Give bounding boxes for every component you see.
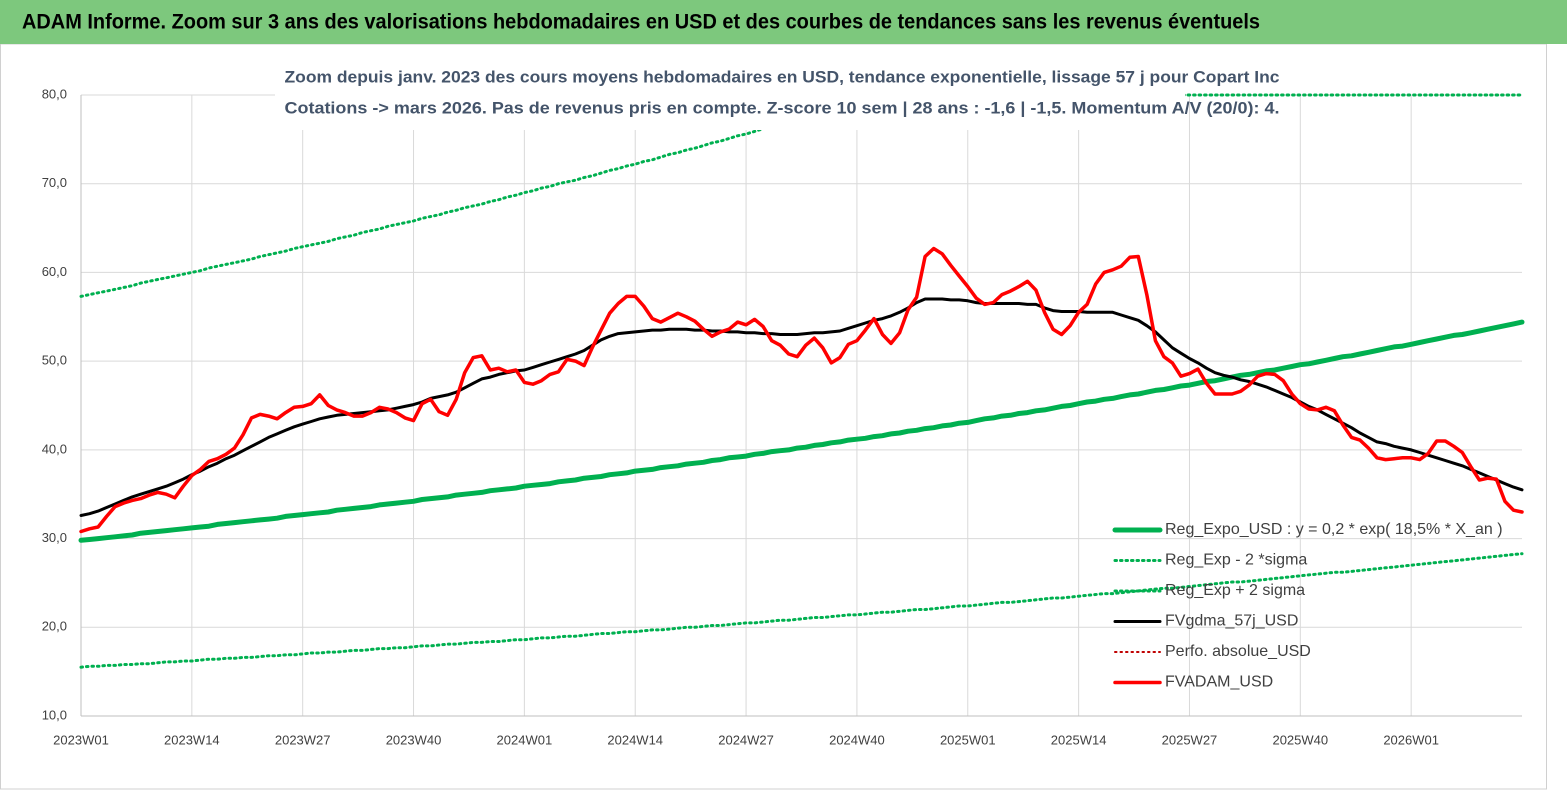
y-tick-label: 60,0	[42, 264, 67, 279]
x-tick-label: 2024W01	[497, 732, 553, 747]
title-bar	[0, 0, 1567, 44]
y-tick-label: 40,0	[42, 441, 67, 456]
x-tick-label: 2023W14	[164, 732, 220, 747]
legend-label: Reg_Exp - 2 *sigma	[1165, 552, 1307, 569]
x-tick-label: 2023W27	[275, 732, 331, 747]
y-tick-label: 20,0	[42, 619, 67, 634]
x-tick-label: 2023W01	[53, 732, 109, 747]
y-tick-label: 10,0	[42, 707, 67, 722]
legend: Reg_Expo_USD : y = 0,2 * exp( 18,5% * X_…	[1112, 521, 1503, 691]
x-tick-label: 2025W14	[1051, 732, 1107, 747]
y-tick-label: 50,0	[42, 353, 67, 368]
legend-label: Perfo. absolue_USD	[1165, 643, 1311, 660]
chart-title: ADAM Informe. Zoom sur 3 ans des valoris…	[22, 11, 1260, 34]
legend-label: Reg_Exp + 2 sigma	[1165, 582, 1305, 599]
chart-subtitle: Zoom depuis janv. 2023 des cours moyens …	[285, 67, 1280, 86]
y-tick-label: 70,0	[42, 175, 67, 190]
series-line	[79, 552, 1524, 669]
y-tick-label: 80,0	[42, 86, 67, 101]
series-line	[78, 319, 1525, 543]
x-tick-label: 2025W40	[1272, 732, 1328, 747]
x-tick-label: 2024W14	[607, 732, 663, 747]
y-tick-label: 30,0	[42, 530, 67, 545]
series-line	[79, 297, 1524, 517]
series-line	[79, 246, 1524, 534]
x-tick-label: 2023W40	[386, 732, 442, 747]
legend-label: Reg_Expo_USD : y = 0,2 * exp( 18,5% * X_…	[1165, 521, 1503, 538]
plot-area: 10,0 20,0 30,0 40,0 50,0 60,0 70,0 80,0 2023W01 2…	[42, 86, 1525, 747]
subtitle-box	[275, 60, 1185, 130]
x-tick-label: 2025W01	[940, 732, 996, 747]
x-tick-label: 2026W01	[1383, 732, 1439, 747]
legend-label: FVADAM_USD	[1165, 674, 1273, 691]
x-tick-label: 2025W27	[1162, 732, 1218, 747]
x-tick-label: 2024W27	[718, 732, 774, 747]
chart-subtitle: Cotations -> mars 2026. Pas de revenus p…	[285, 98, 1280, 117]
legend-label: FVgdma_57j_USD	[1165, 613, 1298, 630]
x-tick-label: 2024W40	[829, 732, 885, 747]
